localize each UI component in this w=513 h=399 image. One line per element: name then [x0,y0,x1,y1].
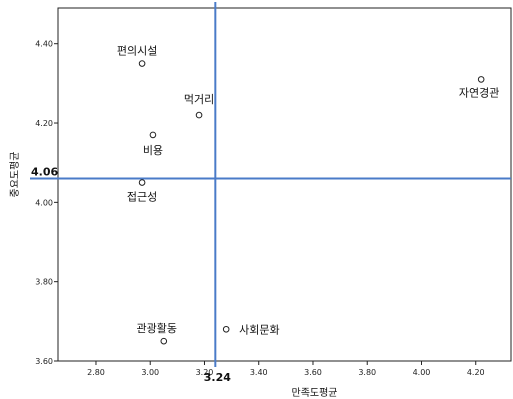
x-tick-label: 3.40 [250,368,268,377]
data-point [477,76,485,83]
x-tick-label: 3.60 [304,368,322,377]
x-axis-label: 만족도평균 [292,387,338,399]
data-point [138,60,146,67]
y-tick-label: 4.40 [35,40,53,49]
x-tick-label: 2.80 [87,368,105,377]
x-tick-label: 3.80 [358,368,376,377]
y-axis-label: 중요도평균 [9,152,21,198]
y-tick-label: 3.80 [35,278,53,287]
point-label: 접근성 [127,191,157,204]
point-label: 사회문화 [239,323,279,336]
y-tick-label: 4.20 [35,119,53,128]
y-reference-label: 4.06 [31,166,58,179]
x-tick-label: 4.20 [467,368,485,377]
data-point [160,337,168,345]
y-tick-label: 3.60 [35,357,53,366]
y-axis-ticks: 3.60 3.80 4.00 4.20 4.40 [35,40,58,366]
data-point [149,131,157,139]
data-point [195,111,203,119]
data-point [138,179,146,186]
point-label: 비용 [143,144,163,157]
x-tick-label: 3.00 [141,368,159,377]
point-label: 관광활동 [137,321,177,335]
x-axis-ticks: 2.80 3.00 3.20 3.40 3.60 3.80 4.00 4.20 [87,361,485,377]
plot-frame [57,7,512,362]
point-label: 자연경관 [459,86,499,99]
data-point [222,325,230,333]
point-label: 먹거리 [184,93,214,106]
x-reference-label: 3.24 [204,371,231,384]
x-tick-label: 4.00 [413,368,431,377]
point-label: 편의시설 [117,45,157,58]
x-tick-label: 3.20 [196,368,214,377]
y-tick-label: 4.00 [35,198,53,207]
